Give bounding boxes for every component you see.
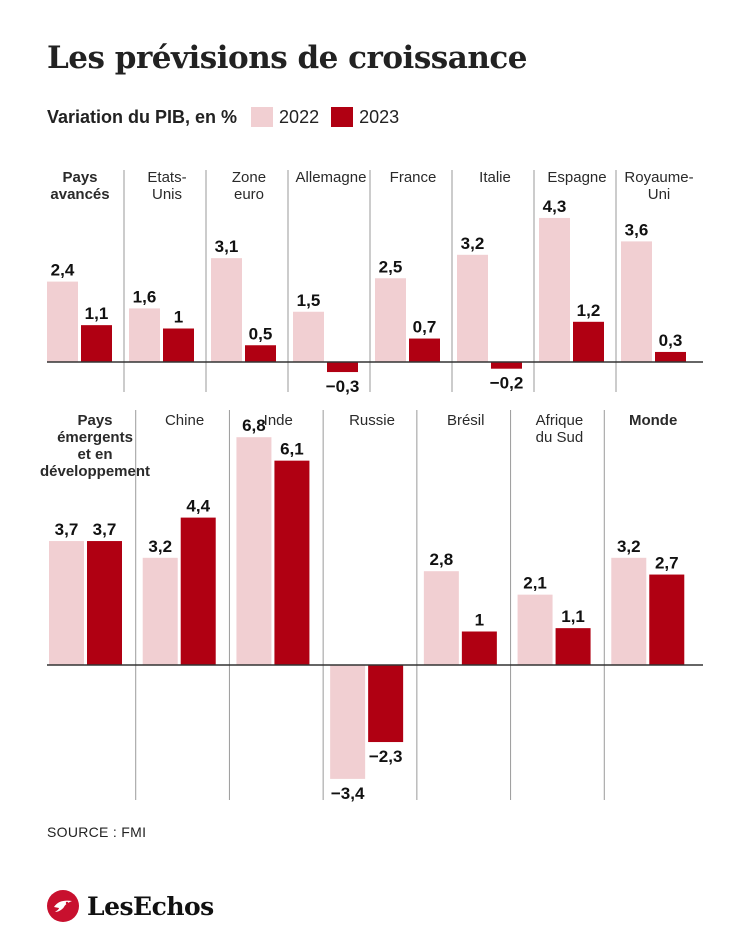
value-label-inde-2022: 6,8: [242, 416, 266, 435]
bar-etats-unis-2023: [163, 328, 194, 362]
bar-pays-avances-2023: [81, 325, 112, 362]
category-label-espagne: Espagne: [547, 169, 606, 186]
value-label-inde-2023: 6,1: [280, 440, 304, 459]
category-label-russie: Russie: [349, 412, 395, 429]
category-label-bresil: Brésil: [447, 412, 485, 429]
value-label-allemagne-2022: 1,5: [297, 291, 321, 310]
value-label-allemagne-2023: −0,3: [326, 377, 360, 396]
value-label-afrique-du-sud-2022: 2,1: [523, 574, 547, 593]
echos-bird-icon: [47, 890, 79, 922]
bar-afrique-du-sud-2022: [517, 594, 553, 665]
category-label-afrique-du-sud: Afrique: [536, 412, 584, 429]
bar-pays-emergents-et-en-developpement-2023: [87, 541, 122, 665]
value-label-pays-avances-2022: 2,4: [51, 261, 75, 280]
category-label-france: France: [390, 169, 437, 186]
bar-france-2022: [375, 278, 406, 362]
category-label-etats-unis: Unis: [152, 186, 182, 203]
value-label-etats-unis-2022: 1,6: [133, 287, 157, 306]
category-label-afrique-du-sud: du Sud: [536, 429, 584, 446]
value-label-france-2023: 0,7: [413, 318, 437, 337]
value-label-pays-emergents-et-en-developpement-2023: 3,7: [93, 520, 117, 539]
bar-france-2023: [409, 338, 440, 362]
category-label-zone-euro: Zone: [232, 169, 266, 186]
logo-text: LesEchos: [87, 891, 214, 921]
value-label-bresil-2022: 2,8: [430, 550, 454, 569]
bar-pays-emergents-et-en-developpement-2022: [49, 541, 84, 665]
value-label-france-2022: 2,5: [379, 257, 403, 276]
bar-allemagne-2023: [327, 362, 358, 373]
legend-swatch-2023: [331, 107, 354, 127]
bar-pays-avances-2022: [47, 281, 78, 362]
category-label-royaume-uni: Royaume-: [624, 169, 693, 186]
bar-russie-2022: [330, 665, 366, 779]
value-label-pays-emergents-et-en-developpement-2022: 3,7: [55, 520, 79, 539]
category-label-pays-emergents-et-en-developpement: émergents: [57, 429, 133, 446]
value-label-zone-euro-2023: 0,5: [249, 324, 273, 343]
bar-inde-2023: [274, 460, 310, 665]
bar-inde-2022: [236, 437, 272, 665]
category-label-zone-euro: euro: [234, 186, 264, 203]
value-label-russie-2022: −3,4: [331, 784, 365, 803]
bar-royaume-uni-2022: [621, 241, 652, 362]
bar-zone-euro-2022: [211, 258, 242, 362]
bar-bresil-2022: [423, 571, 459, 665]
value-label-chine-2023: 4,4: [186, 497, 210, 516]
value-label-afrique-du-sud-2023: 1,1: [561, 607, 585, 626]
bar-monde-2023: [649, 574, 685, 665]
bar-allemagne-2022: [293, 311, 324, 362]
bar-afrique-du-sud-2023: [555, 628, 591, 665]
category-label-pays-emergents-et-en-developpement: et en: [77, 446, 112, 463]
value-label-etats-unis-2023: 1: [174, 308, 183, 327]
bar-royaume-uni-2023: [655, 351, 686, 362]
value-label-russie-2023: −2,3: [369, 747, 403, 766]
source-note: SOURCE : FMI: [47, 824, 147, 840]
value-label-monde-2023: 2,7: [655, 554, 679, 573]
value-label-espagne-2023: 1,2: [577, 301, 601, 320]
category-label-pays-avances: avancés: [50, 186, 109, 203]
chart-subtitle: Variation du PIB, en %: [47, 106, 238, 127]
category-label-pays-emergents-et-en-developpement: développement: [40, 463, 150, 480]
value-label-espagne-2022: 4,3: [543, 197, 567, 216]
bar-chine-2022: [142, 557, 178, 665]
value-label-zone-euro-2022: 3,1: [215, 237, 239, 256]
bar-chine-2023: [180, 517, 216, 665]
category-label-monde: Monde: [629, 412, 677, 429]
category-label-royaume-uni: Uni: [648, 186, 671, 203]
legend-label-2022: 2022: [279, 106, 320, 127]
legend: Variation du PIB, en % 2022 2023: [47, 105, 411, 129]
category-label-italie: Italie: [479, 169, 511, 186]
value-label-monde-2022: 3,2: [617, 537, 641, 556]
category-label-allemagne: Allemagne: [296, 169, 367, 186]
bar-monde-2022: [611, 557, 647, 665]
bar-italie-2022: [457, 254, 488, 362]
bar-russie-2023: [368, 665, 404, 743]
value-label-chine-2022: 3,2: [148, 537, 172, 556]
bar-espagne-2022: [539, 217, 570, 362]
value-label-royaume-uni-2022: 3,6: [625, 220, 649, 239]
value-label-bresil-2023: 1: [475, 611, 484, 630]
page-title: Les prévisions de croissance: [47, 40, 527, 76]
bar-etats-unis-2022: [129, 308, 160, 362]
legend-label-2023: 2023: [359, 106, 400, 127]
bar-bresil-2023: [461, 631, 497, 665]
bar-espagne-2023: [573, 321, 604, 362]
bar-zone-euro-2023: [245, 345, 276, 362]
value-label-italie-2022: 3,2: [461, 234, 485, 253]
value-label-royaume-uni-2023: 0,3: [659, 331, 683, 350]
category-label-pays-avances: Pays: [62, 169, 97, 186]
value-label-pays-avances-2023: 1,1: [85, 304, 109, 323]
category-label-inde: Inde: [264, 412, 293, 429]
legend-swatch-2022: [251, 107, 274, 127]
category-label-pays-emergents-et-en-developpement: Pays: [77, 412, 112, 429]
category-label-chine: Chine: [165, 412, 204, 429]
bar-italie-2023: [491, 362, 522, 369]
les-echos-logo: LesEchos: [47, 888, 214, 924]
value-label-italie-2023: −0,2: [490, 374, 524, 393]
category-label-etats-unis: Etats-: [147, 169, 186, 186]
